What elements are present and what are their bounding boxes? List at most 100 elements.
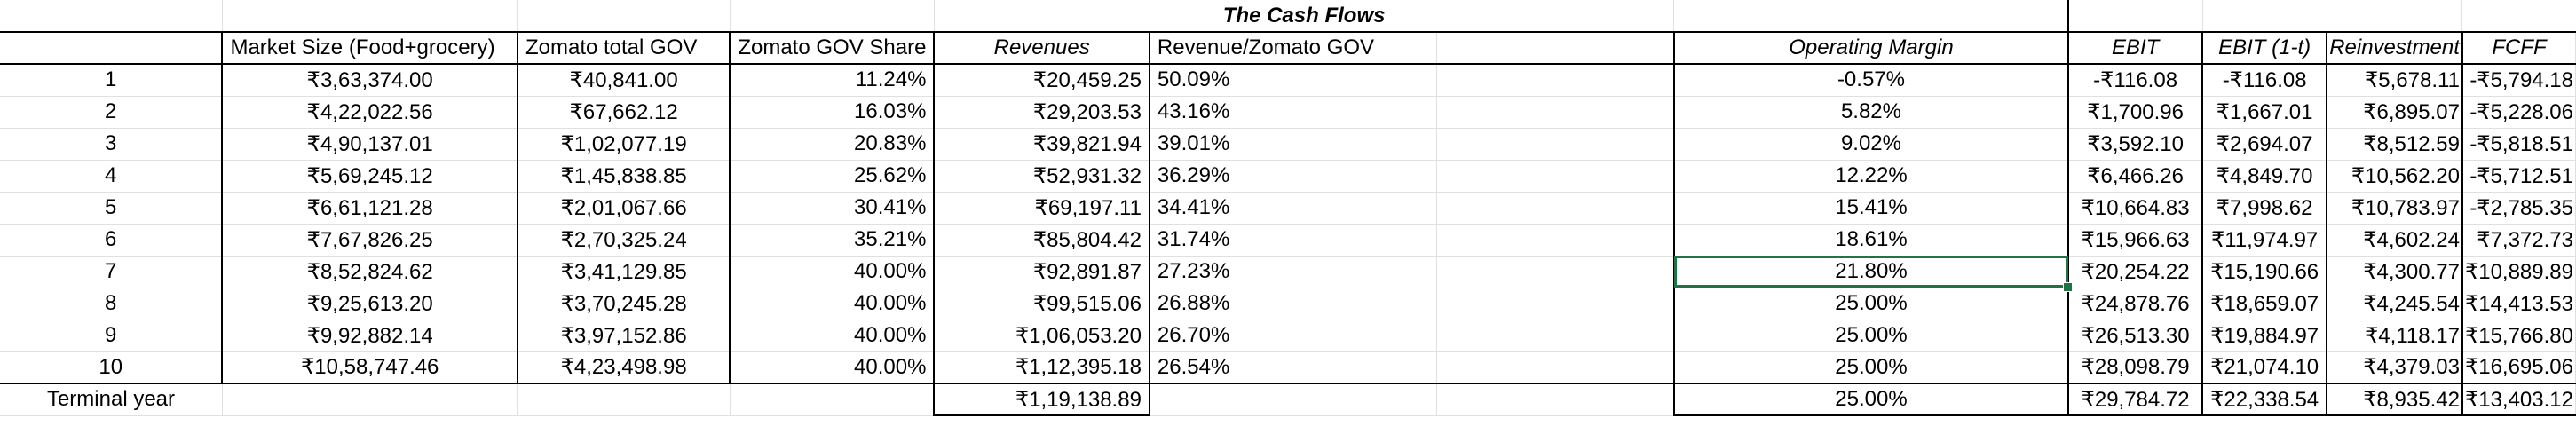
fcff-cell[interactable]: ₹15,766.80 [2461, 320, 2576, 352]
fcff-cell[interactable]: -₹2,785.35 [2461, 192, 2576, 225]
gov-share-cell[interactable]: 30.41% [730, 192, 936, 225]
revenue-gov-cell[interactable]: 36.29% [1149, 160, 1437, 193]
ebit-cell[interactable]: ₹1,700.96 [2068, 96, 2203, 129]
header-gov-share[interactable]: Zomato GOV Share [730, 31, 936, 65]
zomato-gov-cell[interactable]: ₹67,662.12 [517, 96, 731, 129]
market-size-cell[interactable]: ₹5,69,245.12 [221, 160, 518, 193]
terminal-ebit-cell[interactable]: ₹29,784.72 [2068, 383, 2203, 416]
revenues-cell[interactable]: ₹1,06,053.20 [934, 320, 1150, 352]
ebit-cell[interactable]: -₹116.08 [2068, 63, 2203, 97]
fcff-cell[interactable]: -₹5,712.51 [2461, 160, 2576, 193]
selected-cell-operating-margin[interactable]: 21.80% [1672, 256, 2070, 288]
reinvestment-cell[interactable]: ₹5,678.11 [2326, 63, 2463, 97]
market-size-cell[interactable]: ₹6,61,121.28 [221, 192, 518, 225]
gov-share-cell[interactable]: 11.24% [730, 63, 936, 97]
terminal-operating-margin-cell[interactable]: 25.00% [1672, 383, 2070, 416]
revenue-gov-cell[interactable]: 39.01% [1149, 128, 1437, 161]
header-market-size[interactable]: Market Size (Food+grocery) [221, 31, 518, 65]
reinvestment-cell[interactable]: ₹4,602.24 [2326, 224, 2463, 257]
revenue-gov-cell[interactable]: 31.74% [1149, 224, 1437, 257]
year-cell[interactable]: 4 [0, 160, 223, 193]
table-title[interactable]: The Cash Flows [934, 0, 1675, 33]
year-cell[interactable]: 7 [0, 256, 223, 288]
zomato-gov-cell[interactable]: ₹3,70,245.28 [517, 288, 731, 320]
year-cell[interactable]: 5 [0, 192, 223, 225]
operating-margin-cell[interactable]: 5.82% [1672, 96, 2070, 129]
reinvestment-cell[interactable]: ₹4,118.17 [2326, 320, 2463, 352]
gov-share-cell[interactable]: 20.83% [730, 128, 936, 161]
header-revenue-gov[interactable]: Revenue/Zomato GOV [1149, 31, 1437, 65]
revenue-gov-cell[interactable]: 26.88% [1149, 288, 1437, 320]
zomato-gov-cell[interactable]: ₹1,02,077.19 [517, 128, 731, 161]
fill-handle[interactable] [2063, 282, 2074, 292]
ebit-cell[interactable]: ₹26,513.30 [2068, 320, 2203, 352]
revenues-cell[interactable]: ₹52,931.32 [934, 160, 1150, 193]
ebit-1t-cell[interactable]: ₹18,659.07 [2201, 288, 2327, 320]
terminal-year-label[interactable]: Terminal year [0, 383, 223, 416]
header-operating-margin[interactable]: Operating Margin [1672, 31, 2070, 65]
revenue-gov-cell[interactable]: 43.16% [1149, 96, 1437, 129]
revenues-cell[interactable]: ₹1,12,395.18 [934, 351, 1150, 384]
ebit-cell[interactable]: ₹6,466.26 [2068, 160, 2203, 193]
ebit-1t-cell[interactable]: ₹4,849.70 [2201, 160, 2327, 193]
terminal-ebit-1t-cell[interactable]: ₹22,338.54 [2201, 383, 2327, 416]
operating-margin-cell[interactable]: 25.00% [1672, 320, 2070, 352]
terminal-reinvestment-cell[interactable]: ₹8,935.42 [2326, 383, 2463, 416]
market-size-cell[interactable]: ₹9,25,613.20 [221, 288, 518, 320]
header-ebit[interactable]: EBIT [2068, 31, 2203, 65]
ebit-cell[interactable]: ₹15,966.63 [2068, 224, 2203, 257]
operating-margin-cell[interactable]: 25.00% [1672, 351, 2070, 384]
year-cell[interactable]: 10 [0, 351, 223, 384]
revenue-gov-cell[interactable]: 27.23% [1149, 256, 1437, 288]
revenues-cell[interactable]: ₹69,197.11 [934, 192, 1150, 225]
reinvestment-cell[interactable]: ₹10,783.97 [2326, 192, 2463, 225]
year-cell[interactable]: 9 [0, 320, 223, 352]
year-cell[interactable]: 2 [0, 96, 223, 129]
gov-share-cell[interactable]: 40.00% [730, 320, 936, 352]
revenues-cell[interactable]: ₹39,821.94 [934, 128, 1150, 161]
header-ebit-1t[interactable]: EBIT (1-t) [2201, 31, 2327, 65]
fcff-cell[interactable]: -₹5,228.06 [2461, 96, 2576, 129]
ebit-1t-cell[interactable]: -₹116.08 [2201, 63, 2327, 97]
revenue-gov-cell[interactable]: 26.54% [1149, 351, 1437, 384]
ebit-cell[interactable]: ₹28,098.79 [2068, 351, 2203, 384]
gov-share-cell[interactable]: 40.00% [730, 256, 936, 288]
market-size-cell[interactable]: ₹4,90,137.01 [221, 128, 518, 161]
year-cell[interactable]: 6 [0, 224, 223, 257]
market-size-cell[interactable]: ₹10,58,747.46 [221, 351, 518, 384]
fcff-cell[interactable]: ₹7,372.73 [2461, 224, 2576, 257]
ebit-cell[interactable]: ₹10,664.83 [2068, 192, 2203, 225]
zomato-gov-cell[interactable]: ₹4,23,498.98 [517, 351, 731, 384]
fcff-cell[interactable]: -₹5,818.51 [2461, 128, 2576, 161]
revenues-cell[interactable]: ₹20,459.25 [934, 63, 1150, 97]
ebit-1t-cell[interactable]: ₹2,694.07 [2201, 128, 2327, 161]
gov-share-cell[interactable]: 16.03% [730, 96, 936, 129]
operating-margin-cell[interactable]: -0.57% [1672, 63, 2070, 97]
revenue-gov-cell[interactable]: 34.41% [1149, 192, 1437, 225]
ebit-1t-cell[interactable]: ₹19,884.97 [2201, 320, 2327, 352]
ebit-1t-cell[interactable]: ₹15,190.66 [2201, 256, 2327, 288]
ebit-1t-cell[interactable]: ₹21,074.10 [2201, 351, 2327, 384]
gov-share-cell[interactable]: 40.00% [730, 351, 936, 384]
reinvestment-cell[interactable]: ₹4,379.03 [2326, 351, 2463, 384]
gov-share-cell[interactable]: 40.00% [730, 288, 936, 320]
operating-margin-cell[interactable]: 15.41% [1672, 192, 2070, 225]
gov-share-cell[interactable]: 25.62% [730, 160, 936, 193]
reinvestment-cell[interactable]: ₹10,562.20 [2326, 160, 2463, 193]
operating-margin-cell[interactable]: 12.22% [1672, 160, 2070, 193]
revenue-gov-cell[interactable]: 50.09% [1149, 63, 1437, 97]
zomato-gov-cell[interactable]: ₹40,841.00 [517, 63, 731, 97]
terminal-fcff-cell[interactable]: ₹13,403.12 [2461, 383, 2576, 416]
reinvestment-cell[interactable]: ₹6,895.07 [2326, 96, 2463, 129]
market-size-cell[interactable]: ₹4,22,022.56 [221, 96, 518, 129]
header-revenues[interactable]: Revenues [934, 31, 1150, 65]
terminal-revenues-cell[interactable]: ₹1,19,138.89 [933, 383, 1150, 416]
revenues-cell[interactable]: ₹29,203.53 [934, 96, 1150, 129]
gov-share-cell[interactable]: 35.21% [730, 224, 936, 257]
year-cell[interactable]: 1 [0, 63, 223, 97]
ebit-cell[interactable]: ₹20,254.22 [2068, 256, 2203, 288]
zomato-gov-cell[interactable]: ₹2,01,067.66 [517, 192, 731, 225]
market-size-cell[interactable]: ₹7,67,826.25 [221, 224, 518, 257]
market-size-cell[interactable]: ₹8,52,824.62 [221, 256, 518, 288]
reinvestment-cell[interactable]: ₹8,512.59 [2326, 128, 2463, 161]
